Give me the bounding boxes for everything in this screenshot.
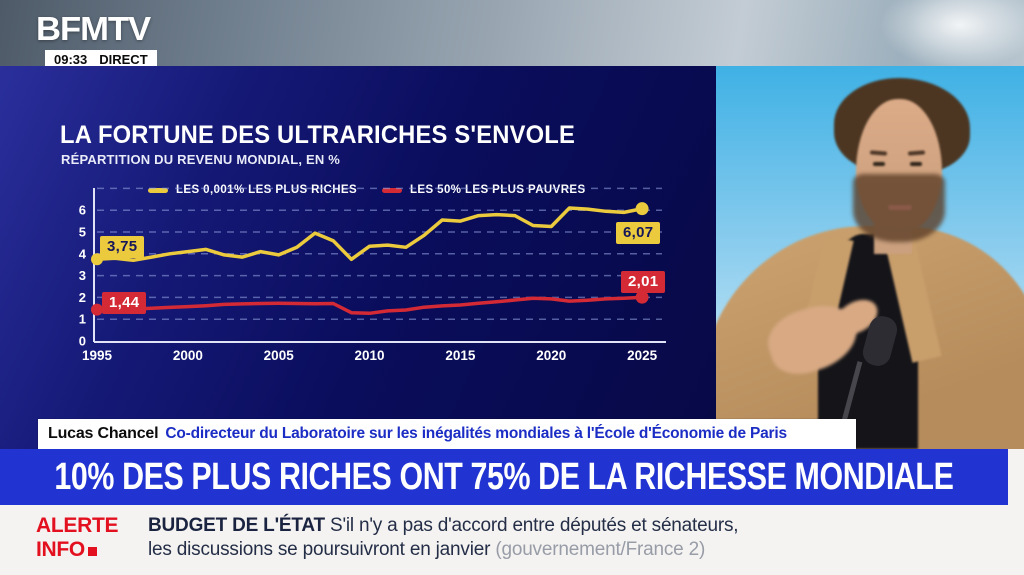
guest-eyebrow-right <box>907 150 926 156</box>
svg-text:2020: 2020 <box>536 348 566 363</box>
legend-key-rich <box>148 187 168 193</box>
chart-title: LA FORTUNE DES ULTRARICHES S'ENVOLE <box>60 121 576 149</box>
headline-band: 10% DES PLUS RICHES ONT 75% DE LA RICHES… <box>0 449 1008 505</box>
alert-info-label: ALERTE INFO <box>36 514 119 562</box>
headline-text: 10% DES PLUS RICHES ONT 75% DE LA RICHES… <box>54 455 954 498</box>
svg-text:5: 5 <box>79 225 86 240</box>
guest-eye-left <box>873 162 885 166</box>
legend-key-poor <box>382 187 402 193</box>
live-badge: DIRECT <box>99 52 148 67</box>
svg-text:2015: 2015 <box>445 348 476 363</box>
svg-text:3: 3 <box>79 268 86 283</box>
svg-text:1995: 1995 <box>82 348 113 363</box>
ticker-bar: ALERTE INFO BUDGET DE L'ÉTAT S'il n'y a … <box>0 505 1024 575</box>
ticker-text: BUDGET DE L'ÉTAT S'il n'y a pas d'accord… <box>148 514 739 562</box>
guest-role: Co-directeur du Laboratoire sur les inég… <box>165 425 787 442</box>
ticker-line1: S'il n'y a pas d'accord entre députés et… <box>329 515 739 536</box>
svg-text:2005: 2005 <box>264 348 295 363</box>
alert-word-2: INFO <box>36 538 85 561</box>
guest-banner: Lucas Chancel Co-directeur du Laboratoir… <box>38 419 856 449</box>
time-direct-box: 09:33 DIRECT <box>45 50 157 70</box>
svg-text:2000: 2000 <box>173 348 203 363</box>
svg-text:6: 6 <box>79 203 86 218</box>
legend-label-poor: LES 50% LES PLUS PAUVRES <box>410 184 586 196</box>
value-label-poor-start: 1,44 <box>102 292 147 314</box>
line-chart: 0 1 2 3 4 5 6 1995 2000 2005 2010 2015 2020 2025 3,75… <box>50 185 680 375</box>
studio-background <box>0 0 1024 70</box>
chart-subtitle: RÉPARTITION DU REVENU MONDIAL, EN % <box>61 152 341 167</box>
value-label-poor-end: 2,01 <box>621 271 666 293</box>
channel-logo: BFMTV <box>36 10 151 47</box>
guest-eyebrow-left <box>869 150 888 156</box>
alert-square-icon <box>87 547 97 556</box>
chart-panel: LA FORTUNE DES ULTRARICHES S'ENVOLE RÉPA… <box>0 66 716 449</box>
guest-name: Lucas Chancel <box>48 425 159 442</box>
guest-eye-right <box>910 162 922 166</box>
svg-text:0: 0 <box>79 334 86 349</box>
ticker-line2: les discussions se poursuivront en janvi… <box>148 539 491 560</box>
legend-item-poor: LES 50% LES PLUS PAUVRES <box>382 184 586 196</box>
alert-word-1: ALERTE <box>36 514 119 537</box>
guest-video-feed <box>716 66 1024 449</box>
studio-light <box>880 0 1024 70</box>
svg-text:2: 2 <box>79 290 86 305</box>
svg-text:2010: 2010 <box>355 348 385 363</box>
legend-label-rich: LES 0,001% LES PLUS RICHES <box>176 184 358 196</box>
svg-text:4: 4 <box>79 246 87 261</box>
value-label-rich-start: 3,75 <box>100 236 145 258</box>
ticker-attribution: (gouvernement/France 2) <box>495 539 706 560</box>
ticker-topic: BUDGET DE L'ÉTAT <box>148 515 325 536</box>
svg-text:2025: 2025 <box>627 348 658 363</box>
chart-plot-svg: 0 1 2 3 4 5 6 1995 2000 2005 2010 2015 2020 2025 <box>79 187 666 363</box>
value-label-rich-end: 6,07 <box>616 222 661 244</box>
guest-mouth <box>888 205 912 210</box>
clock-time: 09:33 <box>54 52 88 67</box>
legend-item-rich: LES 0,001% LES PLUS RICHES <box>148 184 357 196</box>
svg-text:1: 1 <box>79 312 86 327</box>
